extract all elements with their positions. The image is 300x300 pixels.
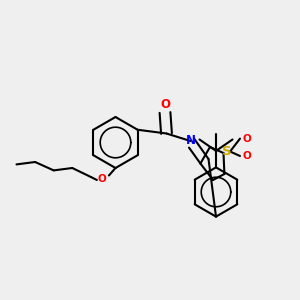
Text: O: O [242,134,251,144]
Text: S: S [222,145,231,158]
Text: O: O [160,98,170,112]
Text: O: O [98,174,107,184]
Text: O: O [242,151,251,161]
Text: N: N [185,134,196,148]
